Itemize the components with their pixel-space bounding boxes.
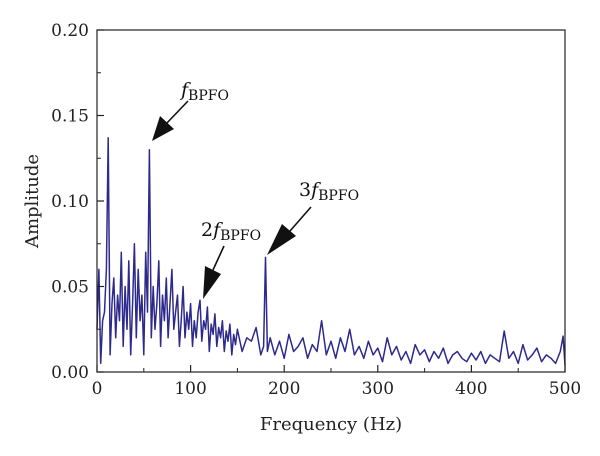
annotation-3fbpfo-label: 3fBPFO	[299, 179, 359, 204]
annotation-3fbpfo-arrow-shaft	[289, 206, 312, 232]
annotation-3fbpfo: 3fBPFO	[267, 179, 359, 255]
y-axis: 0.00 0.05 0.10 0.15 0.20	[51, 21, 104, 383]
x-tick-label: 200	[268, 379, 300, 399]
annotation-fbpfo: fBPFO	[152, 79, 229, 141]
annotation-2fbpfo-label: 2fBPFO	[201, 219, 261, 244]
y-tick-label: 0.15	[51, 107, 89, 127]
annotation-3fbpfo-arrowhead	[267, 224, 296, 255]
x-tick-label: 100	[174, 379, 206, 399]
x-tick-label: 0	[92, 379, 103, 399]
annotation-fbpfo-label: fBPFO	[179, 79, 229, 104]
y-axis-title: Amplitude	[22, 154, 43, 249]
series-line	[96, 136, 566, 366]
annotation-fbpfo-arrow-shaft	[165, 100, 189, 125]
x-tick-label: 500	[549, 379, 581, 399]
y-tick-label: 0.20	[51, 21, 89, 41]
x-axis: 0 100 200 300 400 500	[92, 365, 581, 399]
y-tick-label: 0.10	[51, 192, 89, 212]
x-tick-label: 300	[362, 379, 394, 399]
y-tick-label: 0.00	[51, 363, 89, 383]
annotation-2fbpfo-arrowhead	[203, 266, 221, 299]
annotation-2fbpfo: 2fBPFO	[201, 219, 261, 299]
x-tick-label: 400	[455, 379, 487, 399]
x-axis-title: Frequency (Hz)	[260, 414, 402, 435]
annotation-2fbpfo-arrow-shaft	[212, 245, 225, 271]
annotation-fbpfo-arrowhead	[152, 116, 174, 141]
y-tick-label: 0.05	[51, 278, 89, 298]
